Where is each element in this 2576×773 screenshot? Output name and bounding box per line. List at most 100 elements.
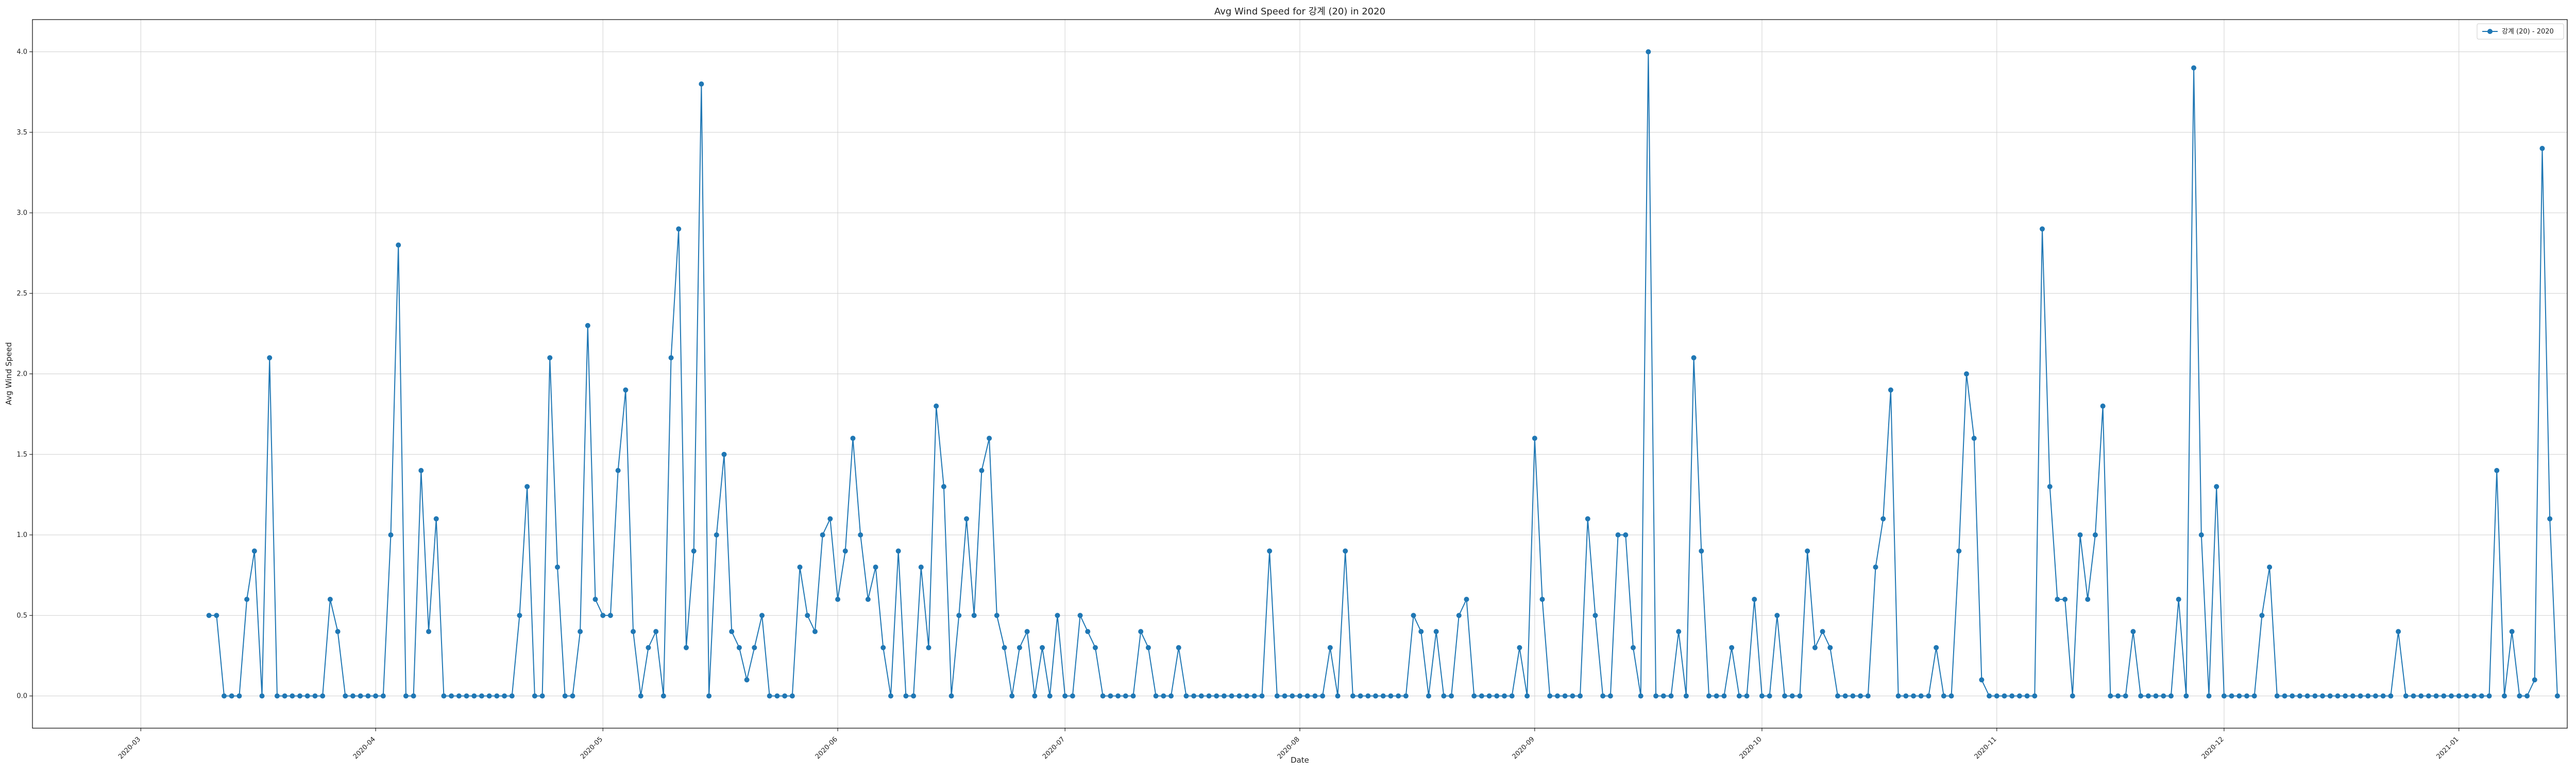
- data-point: [2304, 693, 2310, 699]
- data-point: [1161, 693, 1166, 699]
- data-point: [1016, 645, 1022, 650]
- data-point: [1835, 693, 1840, 699]
- data-point: [244, 597, 250, 602]
- data-point: [1592, 613, 1598, 618]
- data-point: [2335, 693, 2341, 699]
- data-point: [2524, 693, 2530, 699]
- data-point: [1736, 693, 1742, 699]
- data-point: [2123, 693, 2128, 699]
- data-point: [1653, 693, 1659, 699]
- data-point: [971, 613, 977, 618]
- chart-title: Avg Wind Speed for 강계 (20) in 2020: [1214, 6, 1385, 17]
- data-point: [979, 468, 985, 473]
- data-point: [1630, 645, 1636, 650]
- data-point: [2047, 484, 2053, 490]
- data-point: [683, 645, 689, 650]
- data-point: [343, 693, 348, 699]
- data-point: [1304, 693, 1310, 699]
- data-point: [2403, 693, 2409, 699]
- y-tick-label: 0.0: [16, 693, 27, 700]
- data-point: [1327, 645, 1333, 650]
- data-point: [699, 81, 704, 87]
- data-point: [2024, 693, 2030, 699]
- data-point: [1683, 693, 1689, 699]
- data-point: [2100, 404, 2106, 409]
- data-point: [736, 645, 742, 650]
- data-point: [1092, 645, 1098, 650]
- data-point: [2532, 677, 2537, 683]
- data-point: [509, 693, 515, 699]
- data-point: [987, 435, 992, 441]
- data-point: [615, 468, 621, 473]
- data-point: [2198, 532, 2204, 537]
- data-point: [729, 629, 735, 634]
- data-point: [251, 548, 257, 554]
- data-point: [1365, 693, 1371, 699]
- data-point: [812, 629, 818, 634]
- data-point: [2517, 693, 2522, 699]
- data-point: [2002, 693, 2007, 699]
- data-point: [691, 548, 697, 554]
- data-point: [660, 693, 666, 699]
- data-point: [335, 629, 341, 634]
- data-point: [706, 693, 712, 699]
- data-point: [1236, 693, 1242, 699]
- data-point: [502, 693, 507, 699]
- data-point: [1456, 613, 1462, 618]
- data-point: [1699, 548, 1704, 554]
- data-point: [1842, 693, 1848, 699]
- data-point: [358, 693, 363, 699]
- data-point: [1517, 645, 1522, 650]
- data-point: [2206, 693, 2212, 699]
- data-point: [752, 645, 757, 650]
- data-point: [1449, 693, 1454, 699]
- y-axis-title: Avg Wind Speed: [4, 342, 13, 405]
- data-point: [2244, 693, 2250, 699]
- data-point: [1562, 693, 1568, 699]
- data-point: [1267, 548, 1273, 554]
- data-point: [1797, 693, 1803, 699]
- data-point: [668, 355, 674, 361]
- data-point: [744, 677, 750, 683]
- grid: [32, 20, 2567, 728]
- data-point: [2343, 693, 2348, 699]
- data-point: [1335, 693, 1341, 699]
- data-point: [2396, 629, 2401, 634]
- data-point: [2183, 693, 2189, 699]
- data-point: [1941, 693, 1946, 699]
- data-point: [259, 693, 265, 699]
- data-point: [2153, 693, 2159, 699]
- y-tick-label: 2.0: [16, 371, 27, 378]
- data-point: [2032, 693, 2038, 699]
- data-point: [1183, 693, 1189, 699]
- data-point: [858, 532, 863, 537]
- data-point: [1979, 677, 1985, 683]
- data-point: [1070, 693, 1075, 699]
- data-point: [888, 693, 893, 699]
- data-point: [222, 693, 227, 699]
- data-point: [941, 484, 946, 490]
- data-point: [835, 597, 841, 602]
- data-point: [441, 693, 447, 699]
- data-point: [1570, 693, 1575, 699]
- data-point: [1343, 548, 1348, 554]
- data-point: [1759, 693, 1765, 699]
- data-point: [524, 484, 530, 490]
- data-point: [1858, 693, 1863, 699]
- data-point: [2077, 532, 2083, 537]
- data-point: [1502, 693, 1507, 699]
- data-point: [1918, 693, 1924, 699]
- data-point: [1971, 435, 1977, 441]
- data-point: [1191, 693, 1197, 699]
- legend-marker: [2487, 29, 2493, 34]
- data-point: [797, 564, 803, 570]
- data-point: [578, 629, 583, 634]
- data-point: [411, 693, 416, 699]
- data-point: [1903, 693, 1909, 699]
- data-point: [2297, 693, 2302, 699]
- data-point: [1221, 693, 1227, 699]
- data-point: [1782, 693, 1788, 699]
- data-point: [994, 613, 999, 618]
- data-point: [1714, 693, 1719, 699]
